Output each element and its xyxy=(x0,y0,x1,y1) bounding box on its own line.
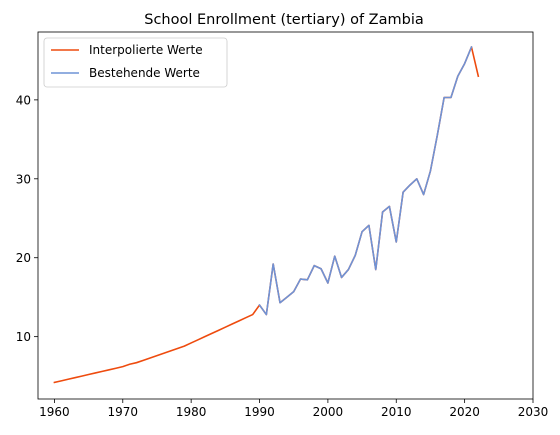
x-tick-label: 2020 xyxy=(449,405,480,419)
series-line-interpolated xyxy=(53,46,480,384)
x-axis: 1960 1970 1980 1990 2000 2010 2020 2030 xyxy=(39,399,548,419)
legend-label-interpolated: Interpolierte Werte xyxy=(89,43,203,57)
chart-title: School Enrollment (tertiary) of Zambia xyxy=(144,12,423,28)
plot-area-frame xyxy=(37,31,534,400)
x-tick-label: 1970 xyxy=(108,405,139,419)
x-tick-label: 2000 xyxy=(313,405,344,419)
legend-label-existing: Bestehende Werte xyxy=(89,66,200,80)
legend-box xyxy=(43,37,228,88)
y-tick-label: 40 xyxy=(16,93,31,107)
legend: Interpolierte Werte Bestehende Werte xyxy=(43,37,228,88)
x-tick-label: 2010 xyxy=(381,405,412,419)
x-tick-label: 1980 xyxy=(176,405,207,419)
x-tick-label: 1990 xyxy=(244,405,275,419)
x-tick-label: 2030 xyxy=(518,405,549,419)
y-tick-label: 10 xyxy=(16,330,31,344)
y-axis: 10 20 30 40 xyxy=(16,93,38,344)
plot-lines xyxy=(53,45,480,384)
y-tick-label: 20 xyxy=(16,251,31,265)
y-tick-label: 30 xyxy=(16,172,31,186)
series-line-existing xyxy=(258,45,473,316)
x-tick-label: 1960 xyxy=(39,405,70,419)
